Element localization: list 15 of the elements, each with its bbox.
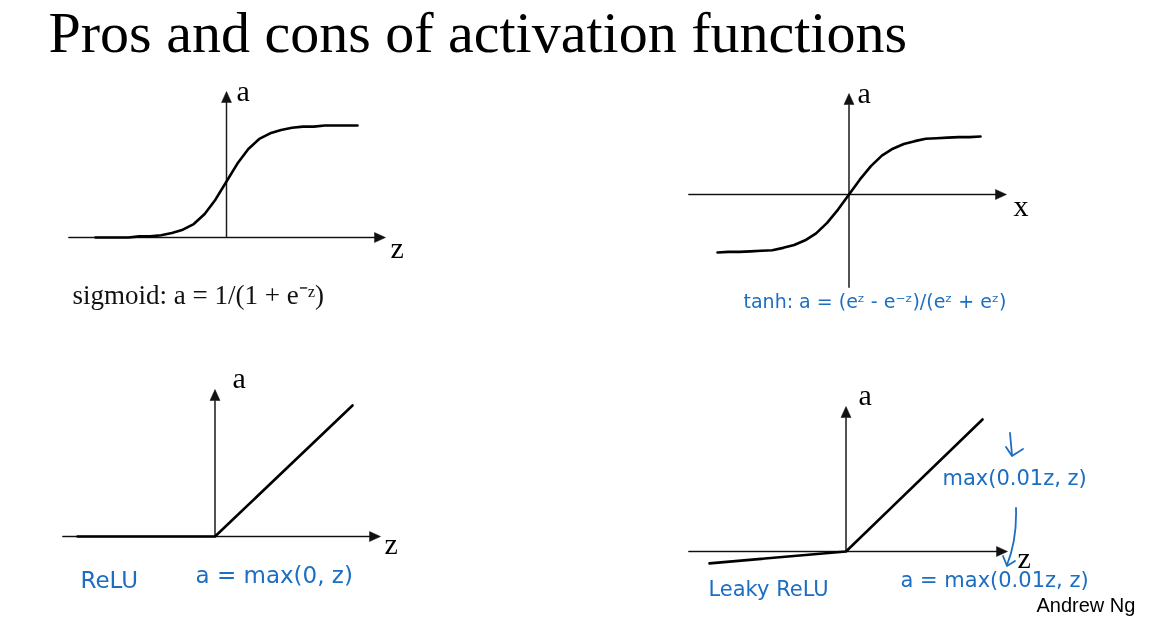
text: a = max(0, z) [195,562,353,589]
text: tanh: a = (eᶻ - e⁻ᶻ)/(eᶻ + eᶻ) [743,289,1007,312]
text: Pros and cons of activation functions [48,0,908,65]
x-axis-title: z [390,230,404,264]
y-axis-title: a [236,73,250,107]
text: Andrew Ng [1036,593,1136,616]
y-axis-title: a [858,377,872,411]
y-axis-title: a [232,360,246,394]
x-axis-title: x [1013,188,1029,222]
text: sigmoid: a = 1/(1 + e⁻ᶻ) [72,280,325,311]
annotation: max(0.01z, z) [942,466,1087,491]
text: ReLU [80,567,139,594]
x-axis-title: z [384,526,398,560]
y-axis-title: a [857,75,871,109]
text: Leaky ReLU [708,577,829,602]
